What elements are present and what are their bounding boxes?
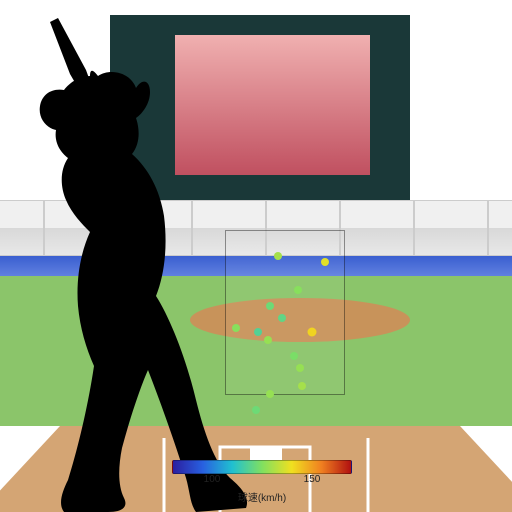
pitch-dot [298,382,306,390]
pitch-dot [266,302,274,310]
pitch-dot [274,252,282,260]
colorbar-title: 球速(km/h) [172,489,352,504]
batter-silhouette [0,18,260,512]
colorbar-gradient [172,460,352,474]
pitch-dot [266,390,274,398]
pitch-dot [308,328,317,337]
pitch-dot [296,364,304,372]
colorbar-tick: 100 [204,474,221,485]
pitch-dot [290,352,298,360]
pitch-dot [278,314,286,322]
colorbar-ticks: 100 150 [172,474,352,488]
pitch-dot [321,258,329,266]
colorbar-tick: 150 [304,474,321,485]
speed-colorbar: 100 150 球速(km/h) [172,460,352,504]
pitch-dot [264,336,272,344]
pitch-dot [294,286,302,294]
